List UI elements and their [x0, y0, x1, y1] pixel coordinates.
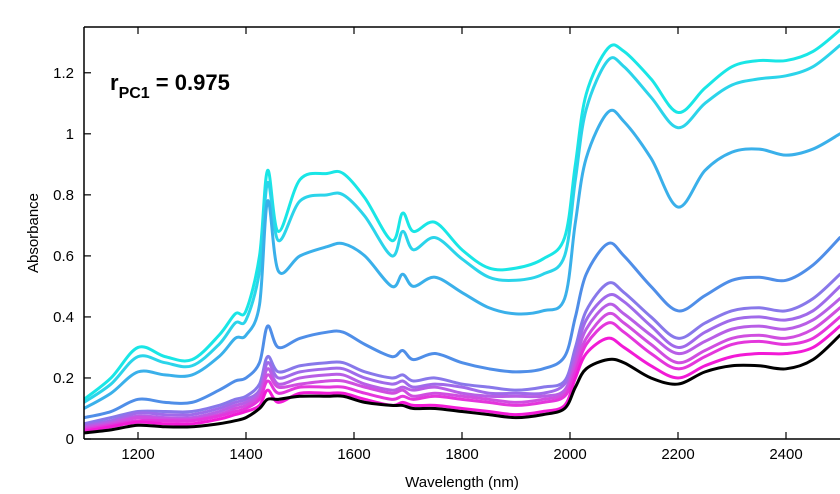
x-tick-label: 2000: [553, 446, 586, 463]
series-line-9: [84, 315, 840, 432]
x-tick-label: 1400: [229, 446, 262, 463]
series-line-4: [84, 236, 840, 420]
correlation-annotation: rPC1 = 0.975: [110, 70, 230, 102]
series-line-2: [84, 43, 840, 404]
y-tick-label: 1.2: [53, 65, 74, 82]
series-line-6: [84, 284, 840, 427]
y-tick-label: 0.2: [53, 370, 74, 387]
x-tick-label: 1200: [121, 446, 154, 463]
annotation-base: r: [110, 70, 119, 95]
x-tick-label: 2200: [661, 446, 694, 463]
x-tick-label: 1800: [445, 446, 478, 463]
y-tick-label: 1: [66, 126, 74, 143]
y-tick-label: 0: [66, 431, 74, 448]
y-tick-label: 0.8: [53, 187, 74, 204]
series-line-8: [84, 306, 840, 430]
x-axis-label: Wavelength (nm): [405, 474, 519, 491]
series-line-10: [84, 324, 840, 433]
x-tick-label: 1600: [337, 446, 370, 463]
series-line-5: [84, 272, 840, 426]
y-axis-label: Absorbance: [25, 193, 42, 273]
series-line-1: [84, 28, 840, 401]
series-line-3: [84, 108, 840, 410]
tick-layer: 1200 1400 1600 1800 2000 2200 2400 0 0.2 0.4 0.6 0.…: [53, 27, 803, 463]
annotation-rest: = 0.975: [150, 70, 230, 95]
annotation-subscript: PC1: [119, 85, 150, 102]
x-tick-label: 2400: [769, 446, 802, 463]
series-line-11: [84, 333, 840, 435]
series-layer: [84, 28, 840, 435]
y-tick-label: 0.6: [53, 248, 74, 265]
y-tick-label: 0.4: [53, 309, 74, 326]
series-line-7: [84, 297, 840, 429]
